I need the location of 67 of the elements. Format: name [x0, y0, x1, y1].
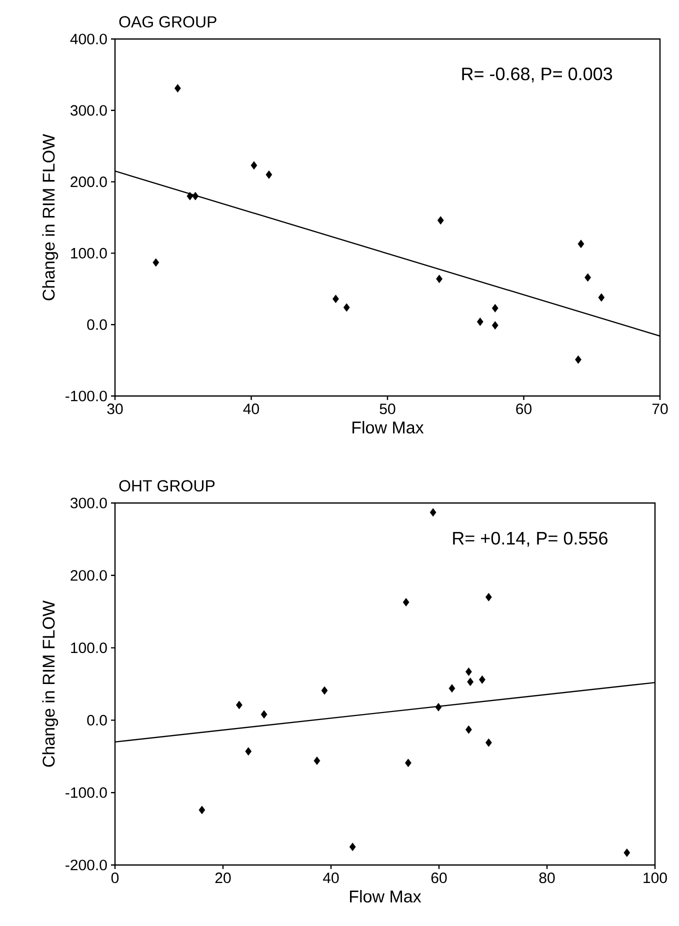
point [402, 598, 410, 606]
point [152, 258, 160, 267]
point [578, 240, 584, 248]
point [492, 304, 498, 312]
point [260, 710, 268, 719]
y-tick-label: 300.0 [70, 498, 107, 508]
annotation: R= -0.68, P= 0.003 [462, 68, 612, 82]
point [575, 355, 582, 364]
x-tick-label: 70 [652, 404, 668, 414]
point [485, 738, 492, 747]
x-tick-label: 60 [516, 404, 532, 414]
point [321, 686, 328, 695]
point [492, 321, 498, 330]
chart-title: OAG GROUP [119, 16, 216, 28]
y-axis-title: Change in RIM FLOW [42, 134, 58, 300]
x-axis-title: Flow Max [352, 421, 424, 434]
x-tick-label: 30 [107, 404, 123, 414]
x-tick-label: 0 [111, 872, 119, 884]
y-tick-label: 0.0 [87, 319, 107, 330]
point [245, 747, 252, 756]
x-axis-title: Flow Max [350, 890, 422, 903]
point [349, 842, 356, 852]
point [405, 758, 412, 768]
point [186, 192, 194, 200]
point [478, 675, 486, 684]
point [435, 702, 442, 712]
point [437, 216, 444, 225]
point [624, 848, 630, 857]
x-tick-label: 20 [215, 872, 231, 884]
y-tick-label: 200.0 [70, 570, 107, 581]
point [314, 756, 320, 765]
point [332, 294, 339, 304]
y-tick-label: 300.0 [70, 105, 107, 116]
x-tick-label: 60 [431, 872, 447, 884]
point [584, 273, 591, 282]
y-tick-label: 100.0 [71, 642, 107, 654]
y-tick-label: -200.0 [66, 860, 107, 870]
point [465, 725, 472, 734]
point [476, 318, 484, 326]
point [598, 293, 605, 302]
point [343, 303, 350, 312]
point [448, 684, 456, 693]
point [436, 274, 442, 284]
y-tick-label: 400.0 [70, 34, 107, 44]
point [430, 508, 436, 517]
x-tick-label: 80 [539, 872, 555, 884]
point [174, 84, 181, 92]
chart-title: OHT GROUP [119, 480, 215, 492]
y-tick-label: 100.0 [71, 248, 107, 259]
x-tick-label: 40 [323, 872, 339, 884]
y-tick-label: 0.0 [87, 714, 107, 726]
point [467, 678, 474, 686]
x-tick-label: 100 [644, 872, 667, 884]
point [198, 806, 206, 814]
point [266, 170, 272, 179]
point [485, 592, 492, 602]
point [236, 700, 242, 710]
x-tick-label: 40 [243, 404, 259, 414]
point [192, 192, 199, 200]
annotation: R= +0.14, P= 0.556 [453, 532, 608, 547]
y-axis-title: Change in RIM FLOW [42, 600, 58, 767]
point [250, 161, 258, 170]
x-tick-label: 50 [380, 404, 396, 414]
point [465, 668, 472, 676]
y-tick-label: -100.0 [66, 390, 107, 402]
y-tick-label: 200.0 [70, 176, 107, 188]
y-tick-label: -100.0 [66, 787, 107, 798]
